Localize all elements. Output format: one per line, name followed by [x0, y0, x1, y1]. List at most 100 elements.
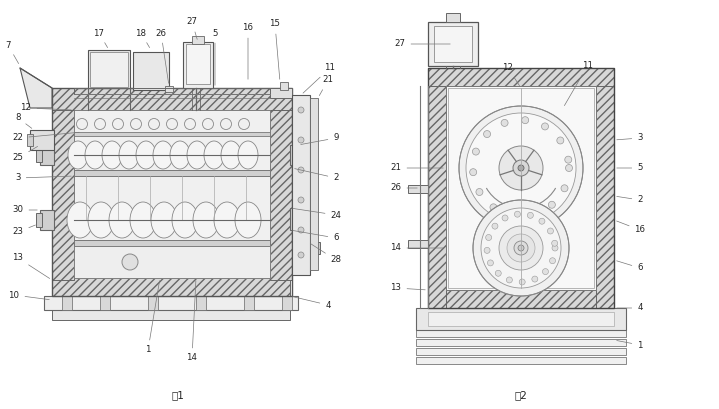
- Circle shape: [549, 258, 556, 264]
- Bar: [165, 86, 173, 92]
- Text: 6: 6: [293, 231, 339, 243]
- Ellipse shape: [153, 141, 173, 169]
- Bar: [148, 296, 158, 310]
- Bar: [408, 240, 428, 248]
- Text: 30: 30: [12, 205, 37, 214]
- Circle shape: [122, 254, 138, 270]
- Bar: [446, 86, 596, 290]
- Circle shape: [509, 212, 516, 219]
- Text: 18: 18: [135, 29, 150, 47]
- Circle shape: [530, 211, 537, 218]
- Text: 26: 26: [390, 184, 417, 193]
- Ellipse shape: [102, 141, 122, 169]
- Bar: [90, 52, 128, 87]
- Circle shape: [221, 119, 232, 130]
- Bar: [408, 86, 428, 290]
- Bar: [428, 290, 614, 308]
- Bar: [244, 296, 254, 310]
- Ellipse shape: [172, 202, 198, 238]
- Bar: [416, 348, 626, 355]
- Circle shape: [308, 242, 320, 254]
- Ellipse shape: [193, 202, 219, 238]
- Text: 11: 11: [303, 63, 336, 93]
- Circle shape: [459, 106, 583, 230]
- Bar: [36, 148, 42, 162]
- Text: 15: 15: [270, 20, 280, 79]
- Circle shape: [298, 197, 304, 203]
- Text: 21: 21: [390, 164, 443, 173]
- Bar: [52, 308, 290, 320]
- Text: 5: 5: [617, 164, 643, 173]
- Text: 25: 25: [12, 146, 37, 162]
- Circle shape: [527, 212, 533, 218]
- Ellipse shape: [85, 141, 105, 169]
- Circle shape: [499, 226, 543, 270]
- Bar: [270, 110, 292, 280]
- Bar: [292, 95, 310, 275]
- Circle shape: [298, 227, 304, 233]
- Circle shape: [552, 245, 558, 251]
- Bar: [30, 130, 54, 150]
- Bar: [446, 13, 460, 22]
- Ellipse shape: [151, 202, 177, 238]
- Bar: [36, 213, 42, 227]
- Text: 3: 3: [15, 173, 71, 182]
- Text: 8: 8: [15, 114, 32, 128]
- Ellipse shape: [88, 202, 114, 238]
- Bar: [52, 110, 74, 280]
- Text: 12: 12: [503, 63, 520, 85]
- Circle shape: [495, 270, 501, 276]
- Circle shape: [298, 107, 304, 113]
- Circle shape: [518, 165, 524, 171]
- Circle shape: [539, 218, 545, 224]
- Bar: [44, 296, 298, 310]
- Ellipse shape: [214, 202, 240, 238]
- Circle shape: [519, 279, 525, 285]
- Text: 13: 13: [12, 254, 50, 279]
- Text: 16: 16: [242, 23, 254, 79]
- Circle shape: [547, 228, 554, 234]
- Text: 16: 16: [617, 221, 646, 234]
- Text: 5: 5: [212, 29, 218, 85]
- Bar: [52, 88, 292, 296]
- Bar: [88, 50, 130, 88]
- Bar: [62, 296, 72, 310]
- Circle shape: [514, 241, 528, 255]
- Circle shape: [466, 113, 576, 223]
- Text: 11: 11: [564, 61, 593, 106]
- Ellipse shape: [235, 202, 261, 238]
- Circle shape: [167, 119, 178, 130]
- Circle shape: [502, 215, 508, 221]
- Circle shape: [549, 201, 555, 208]
- Bar: [280, 82, 288, 90]
- Circle shape: [507, 234, 535, 262]
- Text: 27: 27: [395, 40, 450, 49]
- Circle shape: [532, 276, 538, 282]
- Bar: [448, 88, 594, 288]
- Bar: [27, 134, 33, 146]
- Text: 28: 28: [311, 243, 342, 265]
- Circle shape: [203, 119, 214, 130]
- Bar: [310, 98, 318, 270]
- Circle shape: [481, 208, 561, 288]
- Bar: [416, 339, 626, 346]
- Bar: [192, 36, 204, 44]
- Bar: [428, 312, 614, 326]
- Circle shape: [185, 119, 196, 130]
- Polygon shape: [20, 68, 52, 108]
- Bar: [40, 210, 54, 230]
- Text: 22: 22: [12, 132, 79, 142]
- Circle shape: [298, 167, 304, 173]
- Circle shape: [473, 200, 569, 296]
- Circle shape: [484, 130, 490, 137]
- Text: 12: 12: [21, 103, 71, 112]
- Circle shape: [551, 240, 558, 246]
- Circle shape: [298, 137, 304, 143]
- Bar: [40, 145, 54, 165]
- Circle shape: [487, 260, 493, 266]
- Bar: [74, 88, 270, 94]
- Circle shape: [485, 234, 492, 240]
- Text: 7: 7: [5, 40, 19, 63]
- Text: 24: 24: [293, 209, 342, 220]
- Bar: [596, 85, 614, 308]
